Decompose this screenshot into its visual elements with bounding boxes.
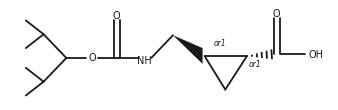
- Text: or1: or1: [248, 60, 261, 69]
- Text: O: O: [273, 9, 281, 18]
- Text: O: O: [88, 53, 96, 63]
- Text: OH: OH: [309, 50, 323, 60]
- Text: O: O: [113, 11, 120, 20]
- Text: NH: NH: [137, 56, 152, 66]
- Text: or1: or1: [214, 39, 227, 48]
- Polygon shape: [173, 35, 202, 64]
